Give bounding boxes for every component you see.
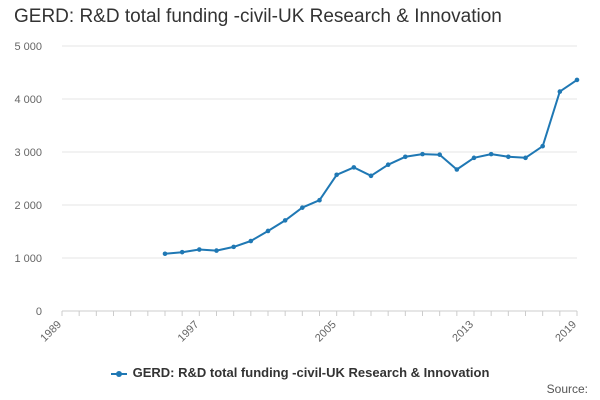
data-point: [179, 249, 185, 255]
data-point: [454, 167, 460, 172]
data-point: [231, 244, 236, 250]
data-point: [162, 251, 168, 257]
data-point: [214, 248, 219, 253]
data-point: [300, 205, 305, 210]
grid-lines: [62, 45, 577, 259]
legend-swatch-icon: [110, 370, 127, 377]
series-layer: [162, 77, 580, 257]
chart-title: GERD: R&D total funding -civil-UK Resear…: [14, 6, 502, 27]
data-point: [248, 238, 254, 244]
source-label[interactable]: Source:: [546, 382, 588, 396]
x-tick-label: 2019: [553, 319, 579, 345]
data-point: [471, 155, 477, 161]
y-tick-labels: 0 1 000 2 000 3 000 4 000 5 000: [14, 41, 42, 318]
data-point: [334, 172, 339, 178]
y-tick-label: 5 000: [14, 41, 42, 53]
data-point: [420, 151, 425, 157]
data-point: [265, 228, 271, 234]
y-tick-label: 0: [36, 306, 42, 318]
axes: [61, 310, 578, 316]
x-tick-label: 1997: [176, 319, 202, 345]
data-point: [317, 197, 322, 203]
y-tick-label: 1 000: [14, 253, 42, 265]
series-line: [164, 79, 578, 255]
data-point: [523, 155, 528, 161]
y-tick-label: 4 000: [14, 94, 42, 106]
data-point: [557, 89, 563, 94]
x-tick-labels: 1989 1997 2005 2013 2019: [38, 319, 579, 345]
data-point: [368, 173, 374, 179]
x-tick-label: 2013: [450, 319, 476, 345]
data-point: [385, 162, 391, 168]
x-tick-label: 1989: [38, 319, 64, 345]
legend-label: GERD: R&D total funding -civil-UK Resear…: [132, 365, 490, 380]
x-tick-label: 2005: [313, 319, 339, 345]
y-tick-label: 2 000: [14, 200, 42, 212]
data-point: [574, 77, 580, 83]
y-tick-label: 3 000: [14, 147, 42, 159]
data-point: [403, 154, 408, 160]
data-point: [437, 152, 442, 157]
data-point: [506, 154, 511, 160]
data-point: [540, 143, 545, 149]
data-point: [197, 247, 202, 252]
data-point: [488, 151, 494, 157]
legend[interactable]: GERD: R&D total funding -civil-UK Resear…: [0, 365, 600, 380]
data-point: [351, 165, 357, 170]
data-point: [282, 218, 288, 223]
